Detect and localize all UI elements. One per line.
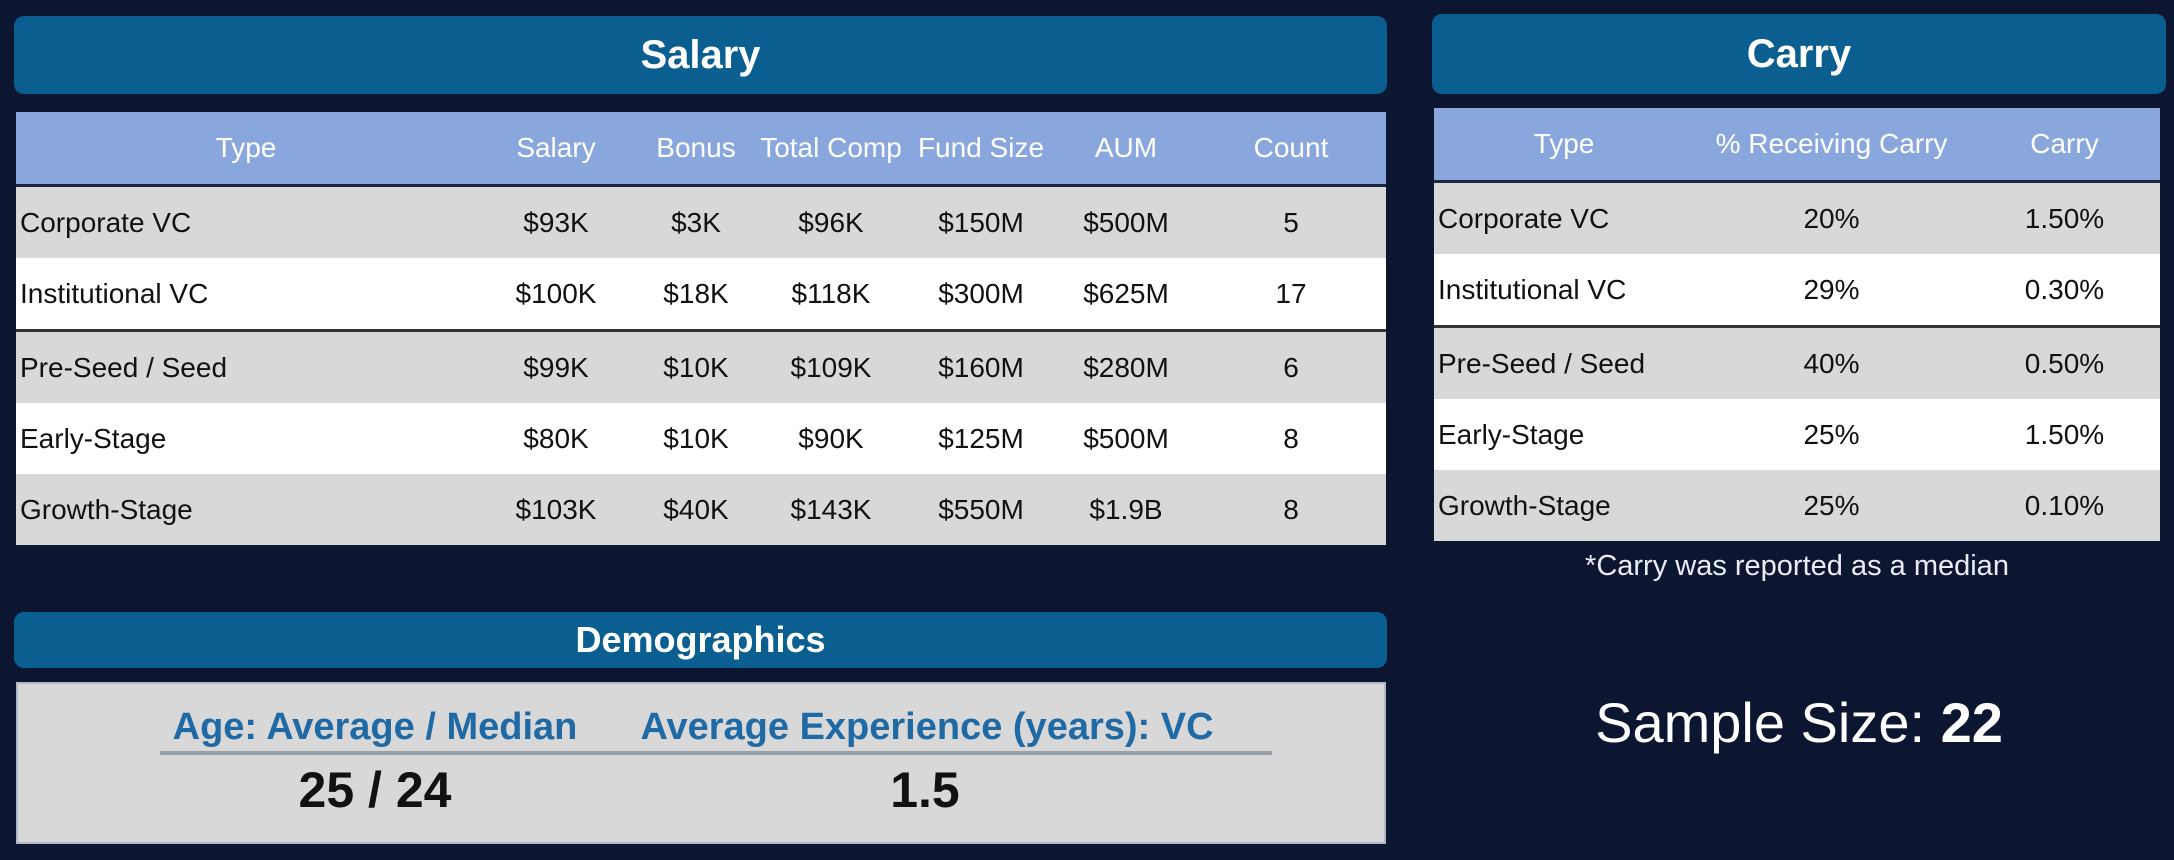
carry-footnote: *Carry was reported as a median — [1585, 550, 2009, 582]
column-header: Bonus — [636, 112, 756, 187]
sample-size-value: 22 — [1940, 691, 2003, 754]
table-cell: 29% — [1694, 254, 1969, 328]
table-cell: Corporate VC — [16, 185, 476, 258]
table-cell: $143K — [756, 474, 906, 545]
demographics-title: Demographics — [14, 612, 1387, 668]
table-cell: $90K — [756, 403, 906, 474]
table-row: Early-Stage 25% 1.50% — [1434, 399, 2160, 470]
carry-header-row: Type % Receiving Carry Carry — [1434, 108, 2160, 183]
table-cell: $80K — [476, 403, 636, 474]
table-row: Early-Stage $80K $10K $90K $125M $500M 8 — [16, 403, 1386, 474]
table-cell: Corporate VC — [1434, 181, 1694, 254]
table-cell: Institutional VC — [1434, 254, 1694, 328]
column-header: Total Comp — [756, 112, 906, 187]
table-cell: 0.10% — [1969, 470, 2160, 541]
table-cell: $18K — [636, 258, 756, 332]
table-row: Institutional VC $100K $18K $118K $300M … — [16, 258, 1386, 332]
table-cell: $300M — [906, 258, 1056, 332]
age-label: Age: Average / Median — [160, 706, 590, 755]
salary-table: Type Salary Bonus Total Comp Fund Size A… — [16, 112, 1386, 545]
column-header: Type — [16, 112, 476, 187]
table-cell: 8 — [1196, 474, 1386, 545]
experience-label: Average Experience (years): VC — [578, 706, 1272, 755]
table-cell: Pre-Seed / Seed — [1434, 326, 1694, 399]
sample-size-label: Sample Size: — [1595, 691, 1926, 754]
table-cell: 25% — [1694, 399, 1969, 470]
table-cell: Pre-Seed / Seed — [16, 330, 476, 403]
table-cell: $109K — [756, 330, 906, 403]
column-header: Type — [1434, 108, 1694, 183]
table-cell: $500M — [1056, 403, 1196, 474]
column-header: % Receiving Carry — [1694, 108, 1969, 183]
carry-table-container: Type % Receiving Carry Carry Corporate V… — [1434, 108, 2160, 541]
table-row: Pre-Seed / Seed $99K $10K $109K $160M $2… — [16, 330, 1386, 403]
age-stat: Age: Average / Median 25 / 24 — [160, 706, 590, 819]
table-row: Growth-Stage 25% 0.10% — [1434, 470, 2160, 541]
table-cell: 8 — [1196, 403, 1386, 474]
column-header: AUM — [1056, 112, 1196, 187]
table-row: Pre-Seed / Seed 40% 0.50% — [1434, 326, 2160, 399]
table-cell: 17 — [1196, 258, 1386, 332]
column-header: Carry — [1969, 108, 2160, 183]
table-cell: $40K — [636, 474, 756, 545]
table-row: Corporate VC 20% 1.50% — [1434, 181, 2160, 254]
table-row: Corporate VC $93K $3K $96K $150M $500M 5 — [16, 185, 1386, 258]
table-cell: $160M — [906, 330, 1056, 403]
table-cell: 5 — [1196, 185, 1386, 258]
salary-table-container: Type Salary Bonus Total Comp Fund Size A… — [16, 112, 1386, 545]
table-cell: 1.50% — [1969, 399, 2160, 470]
table-cell: $99K — [476, 330, 636, 403]
table-cell: $100K — [476, 258, 636, 332]
experience-stat: Average Experience (years): VC 1.5 — [578, 706, 1272, 819]
experience-value: 1.5 — [890, 762, 960, 818]
demographics-box: Age: Average / Median 25 / 24 Average Ex… — [16, 682, 1386, 844]
table-cell: 0.30% — [1969, 254, 2160, 328]
table-cell: $103K — [476, 474, 636, 545]
table-cell: Early-Stage — [1434, 399, 1694, 470]
table-cell: 1.50% — [1969, 181, 2160, 254]
table-cell: $500M — [1056, 185, 1196, 258]
table-cell: $118K — [756, 258, 906, 332]
column-header: Salary — [476, 112, 636, 187]
column-header: Fund Size — [906, 112, 1056, 187]
table-cell: $3K — [636, 185, 756, 258]
table-cell: 20% — [1694, 181, 1969, 254]
table-cell: Growth-Stage — [16, 474, 476, 545]
salary-title: Salary — [14, 16, 1387, 94]
table-cell: 6 — [1196, 330, 1386, 403]
table-cell: $1.9B — [1056, 474, 1196, 545]
age-value: 25 / 24 — [298, 762, 452, 818]
sample-size: Sample Size: 22 — [1432, 690, 2166, 755]
salary-header-row: Type Salary Bonus Total Comp Fund Size A… — [16, 112, 1386, 187]
table-cell: $625M — [1056, 258, 1196, 332]
table-cell: Growth-Stage — [1434, 470, 1694, 541]
table-cell: $10K — [636, 403, 756, 474]
table-cell: 40% — [1694, 326, 1969, 399]
table-cell: $10K — [636, 330, 756, 403]
carry-table: Type % Receiving Carry Carry Corporate V… — [1434, 108, 2160, 541]
table-cell: $150M — [906, 185, 1056, 258]
table-cell: 0.50% — [1969, 326, 2160, 399]
table-cell: Institutional VC — [16, 258, 476, 332]
table-cell: $550M — [906, 474, 1056, 545]
table-cell: $125M — [906, 403, 1056, 474]
table-row: Institutional VC 29% 0.30% — [1434, 254, 2160, 328]
table-cell: $96K — [756, 185, 906, 258]
table-row: Growth-Stage $103K $40K $143K $550M $1.9… — [16, 474, 1386, 545]
table-cell: $93K — [476, 185, 636, 258]
carry-title: Carry — [1432, 14, 2166, 94]
column-header: Count — [1196, 112, 1386, 187]
table-cell: Early-Stage — [16, 403, 476, 474]
table-cell: 25% — [1694, 470, 1969, 541]
table-cell: $280M — [1056, 330, 1196, 403]
